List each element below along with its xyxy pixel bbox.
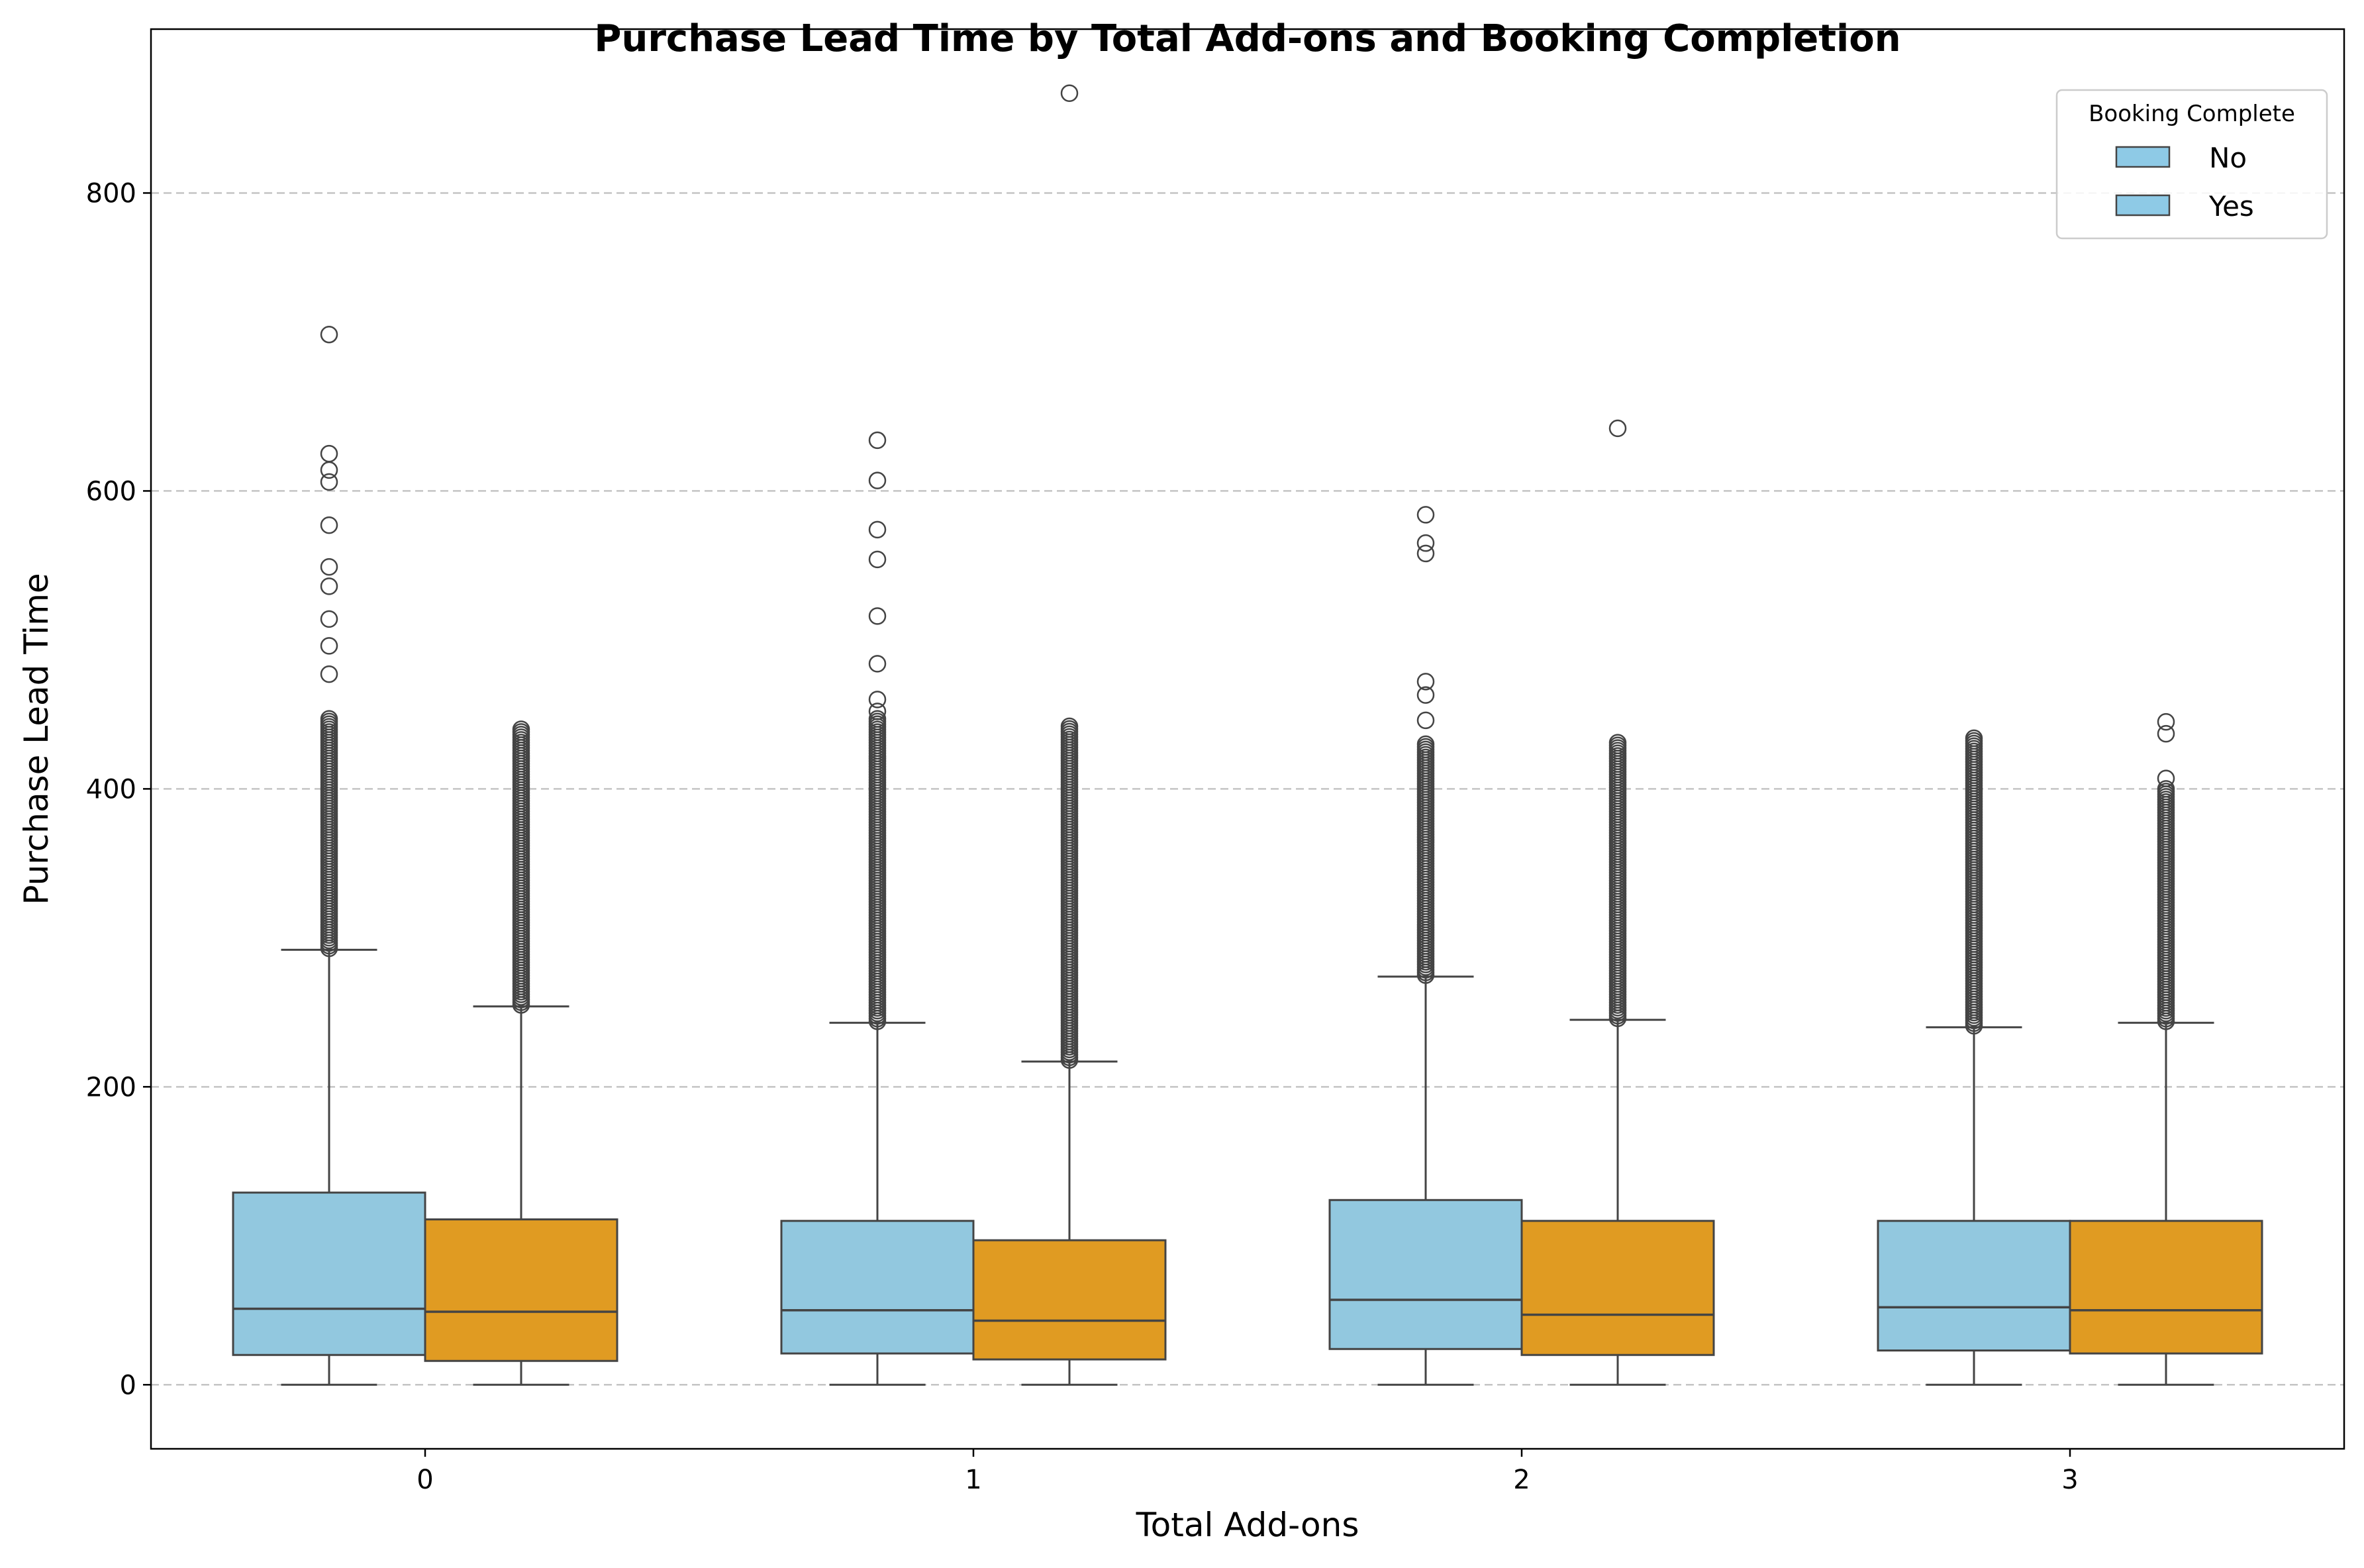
outlier-point — [1608, 419, 1627, 438]
box-iqr — [1328, 1199, 1523, 1350]
box-group-yes-0 — [424, 720, 618, 1386]
outlier-point — [320, 665, 338, 683]
y-axis-label: Purchase Lead Time — [17, 573, 56, 905]
box-group-no-3 — [1877, 729, 2071, 1386]
x-tick-label: 0 — [417, 1465, 433, 1495]
outlier-point — [868, 550, 887, 569]
legend-swatch-no — [2115, 146, 2171, 168]
outlier-point — [1416, 544, 1435, 563]
box-group-no-1 — [780, 431, 975, 1386]
chart-title: Purchase Lead Time by Total Add-ons and … — [594, 17, 1900, 60]
outlier-point — [868, 471, 887, 489]
x-axis-label: Total Add-ons — [1136, 1506, 1359, 1544]
legend-swatch-yes — [2115, 194, 2171, 217]
outlier-point — [868, 655, 887, 673]
y-tick-label: 400 — [86, 774, 136, 805]
y-tick-label: 200 — [86, 1072, 136, 1102]
box-iqr — [2069, 1220, 2263, 1355]
box-iqr — [232, 1191, 426, 1356]
outlier-point — [2157, 780, 2175, 798]
outlier-point — [868, 703, 887, 720]
box-group-yes-3 — [2069, 712, 2263, 1386]
x-tick-label: 3 — [2061, 1465, 2078, 1495]
box-group-no-2 — [1328, 506, 1523, 1386]
outlier-point — [320, 637, 338, 655]
outlier-point — [1965, 729, 1983, 748]
legend-title: Booking Complete — [2089, 101, 2295, 127]
outlier-point — [868, 710, 887, 728]
outlier-point — [1060, 84, 1079, 102]
box-group-yes-1 — [972, 84, 1167, 1386]
x-tick-label: 1 — [965, 1465, 981, 1495]
outlier-point — [1060, 717, 1079, 736]
outlier-point — [868, 520, 887, 539]
outlier-point — [320, 558, 338, 576]
box-group-no-0 — [232, 325, 426, 1386]
x-tick-label: 2 — [1513, 1465, 1530, 1495]
box-iqr — [780, 1220, 975, 1355]
y-tick-label: 600 — [86, 476, 136, 507]
y-tick-label: 800 — [86, 178, 136, 209]
axis-layer: 0 200 400 600 800 0 1 2 3 — [86, 178, 2079, 1495]
legend-label-yes: Yes — [2208, 190, 2254, 222]
box-layer — [232, 84, 2263, 1386]
outlier-point — [320, 473, 338, 491]
box-iqr — [972, 1239, 1167, 1361]
outlier-point — [320, 577, 338, 595]
outlier-point — [1416, 711, 1435, 730]
outlier-point — [320, 516, 338, 534]
legend-label-no: No — [2209, 142, 2247, 174]
box-group-yes-2 — [1520, 419, 1715, 1386]
outlier-point — [868, 607, 887, 625]
legend: Booking Complete No Yes — [2055, 89, 2328, 240]
outlier-point — [1416, 735, 1435, 754]
outlier-point — [1416, 673, 1435, 691]
outlier-point — [1608, 734, 1627, 752]
outlier-point — [1416, 686, 1435, 704]
y-tick-label: 0 — [120, 1370, 136, 1400]
box-iqr — [424, 1218, 618, 1362]
outlier-point — [868, 691, 887, 709]
outlier-point — [320, 610, 338, 628]
box-iqr — [1877, 1220, 2071, 1352]
outlier-point — [320, 710, 338, 728]
outlier-point — [1416, 506, 1435, 524]
outlier-point — [868, 431, 887, 450]
box-iqr — [1520, 1220, 1715, 1356]
plot-frame — [150, 28, 2345, 1450]
outlier-point — [320, 325, 338, 344]
outlier-point — [2157, 724, 2175, 743]
outlier-point — [512, 720, 530, 738]
outlier-point — [1416, 534, 1435, 552]
outlier-point — [320, 444, 338, 463]
outlier-point — [2157, 769, 2175, 787]
outlier-point — [2157, 712, 2175, 731]
